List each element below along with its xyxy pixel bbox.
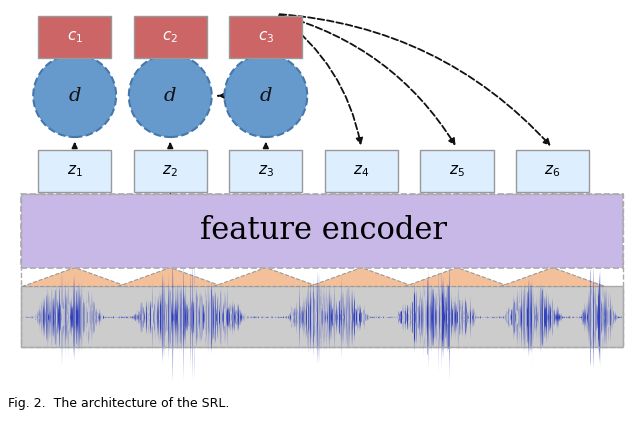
Polygon shape [309,268,413,287]
Bar [324,150,398,192]
Bar [134,150,207,192]
Bar [229,150,303,192]
Text: $z_5$: $z_5$ [449,163,465,179]
Text: $z_4$: $z_4$ [353,163,369,179]
Polygon shape [214,268,318,287]
Text: $z_2$: $z_2$ [163,163,178,179]
Text: $z_6$: $z_6$ [545,163,561,179]
Text: $z_1$: $z_1$ [67,163,83,179]
Ellipse shape [129,54,212,137]
Text: d: d [68,87,81,105]
Ellipse shape [225,54,307,137]
Bar [38,150,111,192]
Text: d: d [260,87,272,105]
Bar [229,16,303,58]
Text: feature encoder: feature encoder [200,215,447,246]
Bar [516,150,589,192]
Polygon shape [500,268,605,287]
Bar [20,194,623,268]
Text: Fig. 2.  The architecture of the SRL.: Fig. 2. The architecture of the SRL. [8,397,229,410]
Text: $z_3$: $z_3$ [258,163,274,179]
Polygon shape [22,268,127,287]
Text: $c_3$: $c_3$ [258,29,274,45]
Text: d: d [164,87,177,105]
Text: $c_2$: $c_2$ [162,29,179,45]
Text: $c_1$: $c_1$ [67,29,83,45]
Polygon shape [404,268,509,287]
Bar [420,150,493,192]
Bar [20,287,623,347]
Polygon shape [118,268,223,287]
Ellipse shape [33,54,116,137]
Bar [38,16,111,58]
Bar [20,194,623,347]
Bar [134,16,207,58]
